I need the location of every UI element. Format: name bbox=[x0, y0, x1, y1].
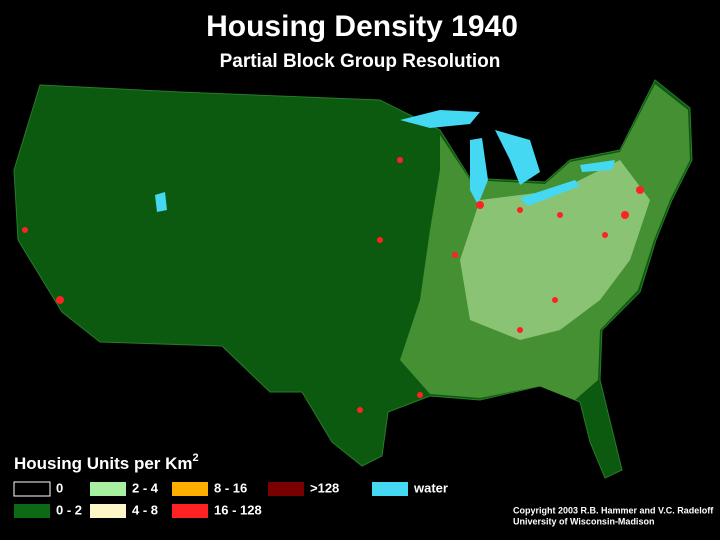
legend-label: 2 - 4 bbox=[132, 480, 159, 495]
subtitle: Partial Block Group Resolution bbox=[220, 51, 501, 72]
legend-title: Housing Units per Km2 bbox=[14, 452, 199, 474]
legend-label: 8 - 16 bbox=[214, 480, 247, 495]
legend-swatch bbox=[268, 482, 304, 496]
legend-swatch bbox=[172, 482, 208, 496]
legend-title-text: Housing Units per Km bbox=[14, 454, 193, 473]
us-map bbox=[13, 79, 693, 479]
legend-label: 16 - 128 bbox=[214, 502, 262, 517]
legend-swatch bbox=[13, 481, 51, 497]
legend: 0 0 - 2 2 - 4 4 - 8 8 - 16 16 - 128 >128 water bbox=[13, 480, 448, 518]
legend-label: water bbox=[413, 480, 448, 495]
cities bbox=[22, 157, 644, 413]
legend-label: 0 - 2 bbox=[56, 502, 82, 517]
legend-swatch bbox=[372, 482, 408, 496]
lake-superior bbox=[400, 110, 480, 128]
legend-swatch bbox=[14, 504, 50, 518]
legend-title-superscript: 2 bbox=[193, 452, 199, 464]
legend-swatch bbox=[90, 482, 126, 496]
credit-line: University of Wisconsin-Madison bbox=[513, 516, 654, 526]
lake-michigan bbox=[470, 138, 488, 205]
legend-label: 4 - 8 bbox=[132, 502, 158, 517]
lake-erie bbox=[520, 180, 580, 206]
lake-ontario bbox=[580, 160, 615, 172]
title: Housing Density 1940 bbox=[206, 10, 518, 43]
credit-line: Copyright 2003 R.B. Hammer and V.C. Rade… bbox=[513, 505, 714, 515]
legend-label: >128 bbox=[310, 480, 339, 495]
legend-swatch bbox=[172, 504, 208, 518]
legend-swatch bbox=[90, 504, 126, 518]
legend-label: 0 bbox=[56, 480, 63, 495]
land-east-light bbox=[460, 160, 650, 340]
great-salt-lake bbox=[155, 192, 167, 212]
lake-huron bbox=[495, 130, 540, 185]
